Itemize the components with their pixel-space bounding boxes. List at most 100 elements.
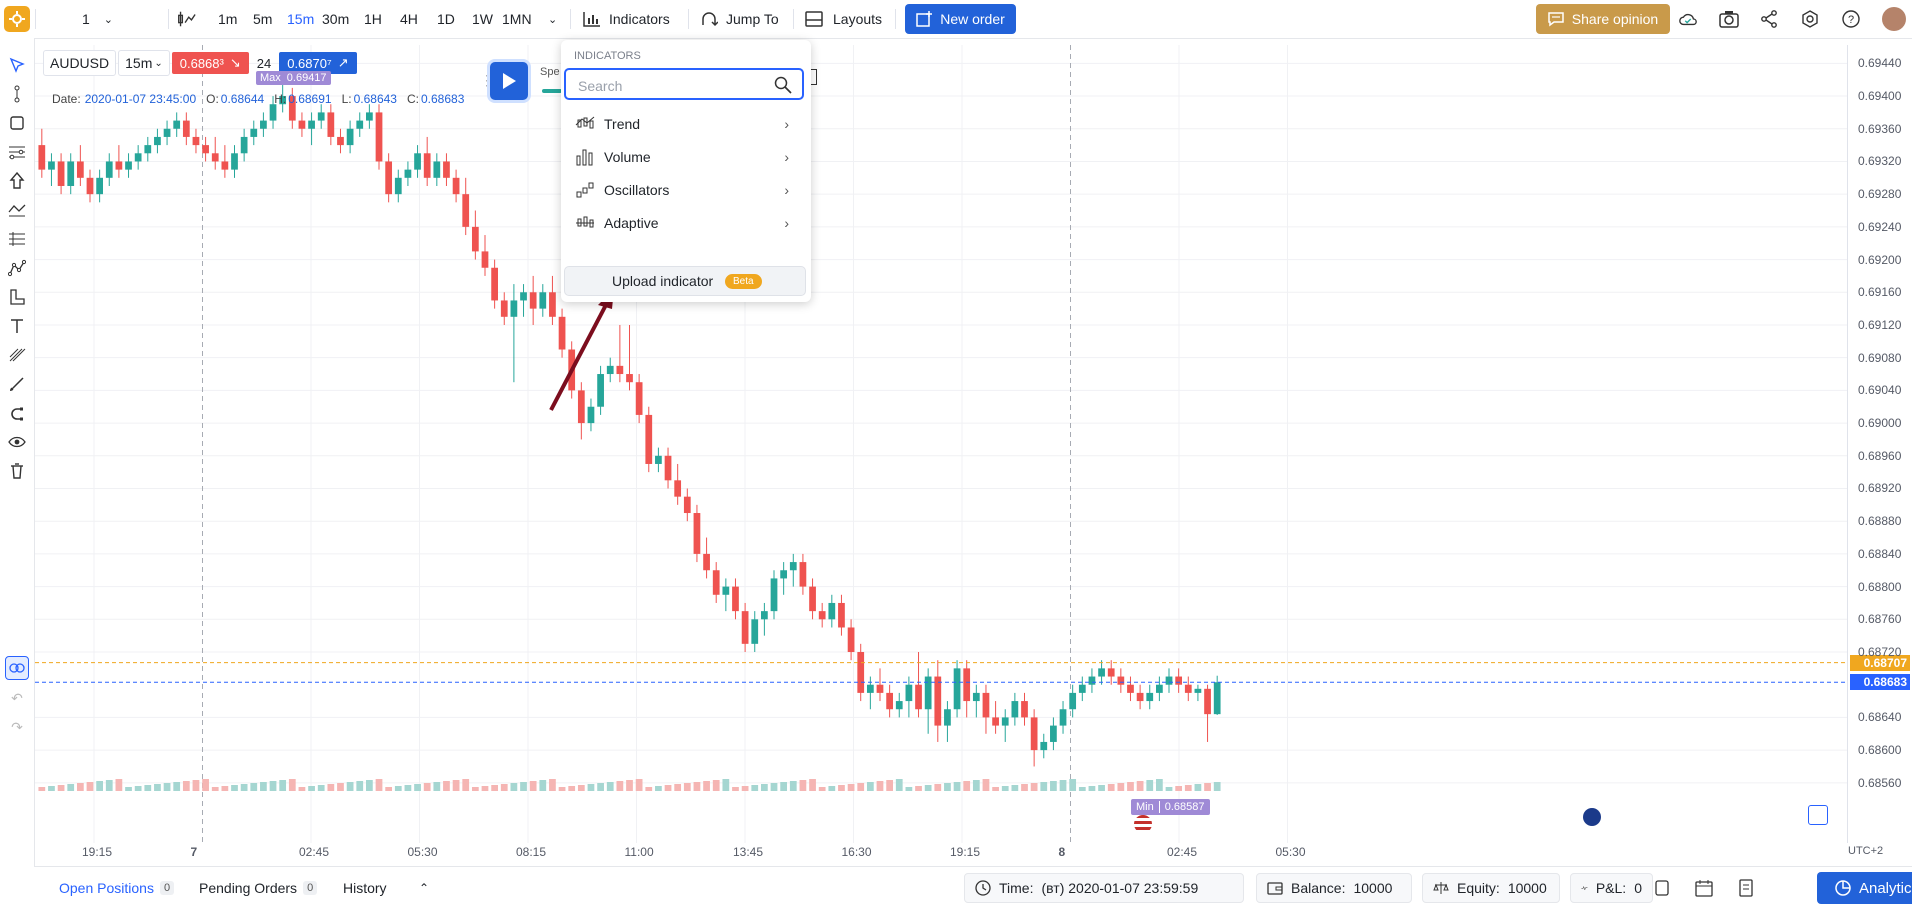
brush-tool-icon[interactable] [7, 374, 27, 394]
candlestick-chart[interactable] [35, 45, 1847, 843]
candle-body [308, 120, 315, 129]
volume-bar [57, 785, 65, 791]
trend-line-tool-icon[interactable] [7, 84, 27, 104]
interval-selector[interactable]: 15m ⌄ [118, 50, 170, 76]
layouts-button[interactable]: Layouts [805, 0, 882, 38]
text-tool-icon[interactable] [7, 316, 27, 336]
settings-icon[interactable] [1800, 9, 1820, 29]
timezone-label[interactable]: UTC+2 [1848, 845, 1884, 857]
app-logo-icon[interactable] [4, 6, 30, 32]
redo-icon[interactable]: ↷ [11, 718, 23, 735]
volume-bar [1194, 784, 1202, 791]
volume-bar [751, 785, 759, 791]
timeframe-15m[interactable]: 15m [287, 11, 315, 27]
timeframe-1h[interactable]: 1H [364, 11, 382, 27]
timeframe-1mn[interactable]: 1MN [502, 11, 532, 27]
timeframe-1w[interactable]: 1W [472, 11, 493, 27]
undo-icon[interactable]: ↶ [11, 689, 23, 706]
candle-body [414, 153, 421, 170]
chat-bubble-icon [1548, 12, 1564, 27]
history-tab[interactable]: History [343, 879, 387, 896]
share-icon[interactable] [1759, 9, 1779, 29]
volume-bar [568, 786, 576, 791]
magnet-icon[interactable] [7, 403, 27, 423]
indicator-category-trend[interactable]: Trend › [561, 106, 811, 142]
calendar-icon[interactable] [1694, 878, 1714, 898]
arrow-up-tool-icon[interactable] [7, 171, 27, 191]
chevron-up-icon[interactable]: ⌃ [419, 880, 430, 895]
timeframe-1d[interactable]: 1D [437, 11, 455, 27]
measure-tool-icon[interactable] [7, 287, 27, 307]
upload-indicator-button[interactable]: Upload indicator Beta [564, 266, 806, 296]
eye-icon[interactable] [7, 432, 27, 452]
indicator-category-volume[interactable]: Volume › [561, 139, 811, 175]
volume-bar [770, 783, 778, 791]
sync-drawings-icon[interactable] [5, 656, 29, 680]
scale-icon [1433, 882, 1449, 894]
replay-play-button[interactable] [490, 62, 528, 100]
notes-icon[interactable] [1736, 878, 1756, 898]
timeframe-5m[interactable]: 5m [253, 11, 273, 27]
volume-bar [1001, 786, 1009, 791]
indicator-search-input[interactable] [576, 75, 760, 97]
time-axis[interactable]: 19:15 7 02:45 05:30 08:15 11:00 13:45 16:30 19:1… [35, 843, 1847, 861]
new-order-button[interactable]: New order [905, 4, 1016, 34]
camera-icon[interactable] [1719, 9, 1739, 29]
timeframe-4h[interactable]: 4H [400, 11, 418, 27]
indicator-search-field[interactable] [564, 68, 804, 100]
timeframe-more-chevron-icon[interactable]: ⌄ [548, 13, 558, 26]
pending-orders-tab[interactable]: Pending Orders 0 [199, 867, 318, 908]
price-axis[interactable]: 0.68707 0.68683 0.69440 0.69400 0.69360 0.6… [1847, 45, 1912, 843]
price-axis-label: 0.69440 [1858, 56, 1902, 71]
timeframe-1m[interactable]: 1m [218, 11, 238, 27]
indicator-category-adaptive[interactable]: Adaptive › [561, 205, 811, 241]
volume-bar [154, 784, 161, 791]
indicator-category-oscillators[interactable]: Oscillators › [561, 172, 811, 208]
chart-type-icon[interactable] [176, 9, 196, 29]
pattern-tool-icon[interactable] [7, 258, 27, 278]
pie-chart-icon [1835, 880, 1851, 896]
open-positions-tab[interactable]: Open Positions 0 [59, 867, 175, 908]
candle-body [1136, 692, 1144, 702]
candle-body [182, 120, 190, 137]
indicators-menu-header: INDICATORS [574, 50, 641, 62]
volume-bar [385, 787, 393, 791]
auto-scale-icon[interactable] [1808, 805, 1828, 825]
us-flag-icon[interactable] [1134, 815, 1152, 833]
jump-to-button[interactable]: Jump To [700, 0, 779, 38]
fib-tool-icon[interactable] [7, 200, 27, 220]
indicators-button[interactable]: Indicators [583, 0, 670, 38]
chevron-down-icon: ⌄ [103, 13, 114, 26]
speed-label: Spe [540, 66, 560, 78]
volume-bar [558, 787, 566, 791]
timeframe-30m[interactable]: 30m [322, 11, 350, 27]
candle-body [231, 153, 238, 170]
volume-bar [1098, 785, 1105, 791]
speed-slider[interactable] [542, 89, 562, 93]
document-switch-icon[interactable] [1652, 878, 1672, 898]
user-avatar[interactable] [1882, 7, 1906, 31]
trash-icon[interactable] [7, 461, 27, 481]
chart-count-select[interactable]: 1 ⌄ [82, 0, 113, 38]
rectangle-tool-icon[interactable] [7, 113, 27, 133]
pitchfork-tool-icon[interactable] [7, 142, 27, 162]
share-opinion-button[interactable]: Share opinion [1536, 4, 1670, 34]
analytics-button[interactable]: Analytics [1817, 872, 1912, 904]
volume-bar [192, 780, 200, 791]
candle-body [366, 112, 373, 121]
volume-bar [404, 785, 412, 791]
symbol-selector[interactable]: AUDUSD [43, 50, 117, 76]
australia-flag-icon[interactable] [1583, 808, 1601, 826]
buy-price-button[interactable]: 0.6870⁷ ↗ [279, 52, 357, 74]
oscillators-icon [576, 182, 594, 198]
cloud-sync-icon[interactable] [1678, 9, 1698, 29]
adaptive-label: Adaptive [604, 215, 659, 231]
max-label: Max [260, 72, 281, 84]
cursor-arrow-icon[interactable] [7, 55, 27, 75]
help-icon[interactable]: ? [1841, 9, 1861, 29]
brush-multi-tool-icon[interactable] [7, 345, 27, 365]
candle-body [96, 177, 103, 195]
candle-body [144, 145, 152, 154]
gann-tool-icon[interactable] [7, 229, 27, 249]
sell-price-button[interactable]: 0.6868³ ↘ [171, 52, 249, 74]
